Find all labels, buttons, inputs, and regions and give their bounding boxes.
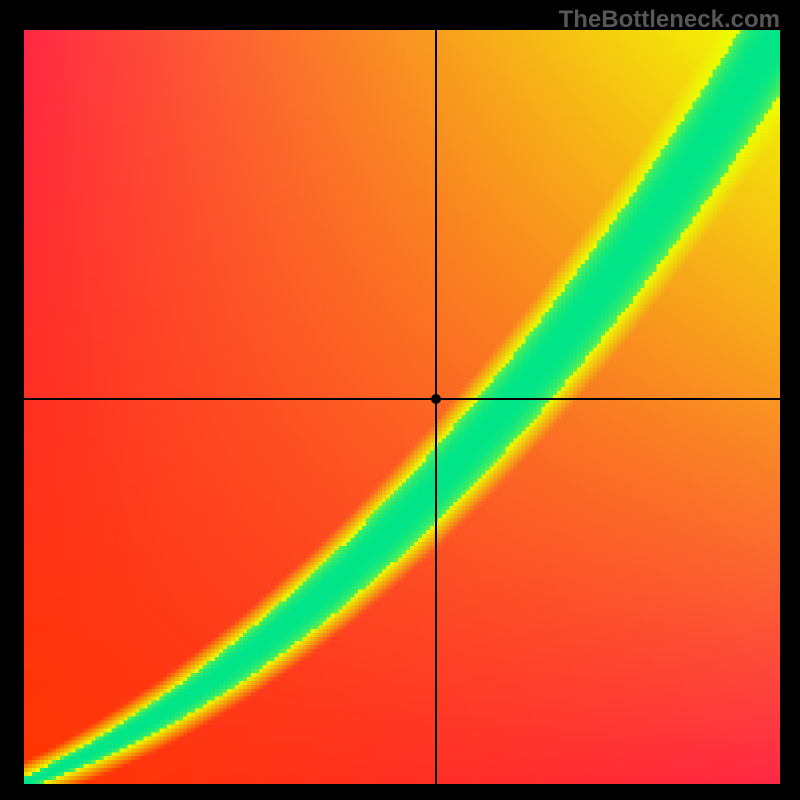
marker-point <box>431 394 441 404</box>
chart-container: TheBottleneck.com <box>0 0 800 800</box>
plot-area <box>24 30 780 784</box>
heatmap-canvas <box>24 30 780 784</box>
crosshair-horizontal <box>24 398 780 400</box>
crosshair-vertical <box>435 30 437 784</box>
watermark-text: TheBottleneck.com <box>559 6 780 34</box>
